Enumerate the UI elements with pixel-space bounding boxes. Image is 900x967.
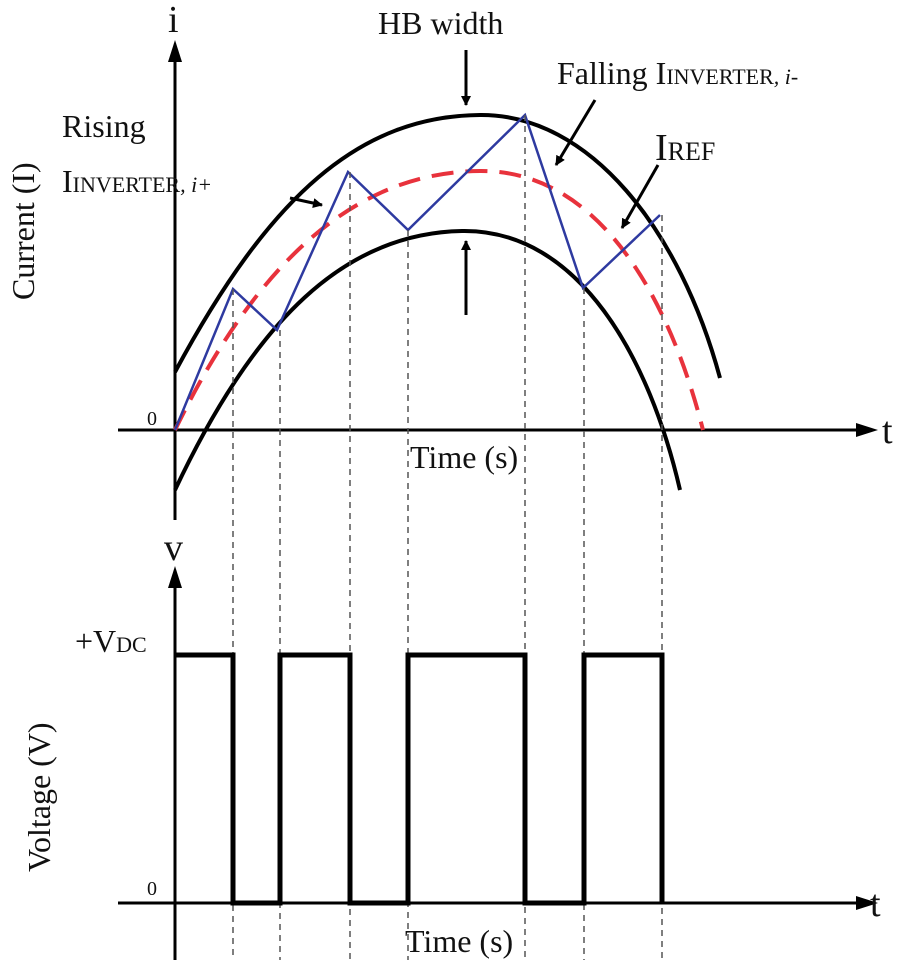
bottom-origin-label: 0 — [147, 878, 157, 900]
bottom-y-axis-symbol: v — [164, 527, 183, 569]
rising-smallcaps: INVERTER — [73, 172, 181, 197]
inverter-current-zigzag — [173, 112, 661, 431]
falling-suffix: , i- — [774, 64, 798, 89]
rising-suffix: , i+ — [180, 172, 212, 197]
hb-width-label: HB width — [378, 5, 503, 41]
top-x-axis-arrowhead — [856, 423, 878, 437]
bottom-x-axis-symbol: t — [870, 883, 881, 925]
iref-label: IREF — [655, 127, 715, 169]
iref-prefix: I — [655, 127, 668, 169]
falling-smallcaps: INVERTER — [666, 64, 774, 89]
rising-label-line1: Rising — [62, 108, 146, 144]
vdc-prefix: +V — [75, 623, 116, 659]
falling-arrow — [554, 99, 597, 166]
top-y-axis-label: Current (I) — [5, 162, 41, 300]
top-y-axis-symbol: i — [168, 0, 179, 41]
falling-prefix: Falling I — [557, 55, 666, 91]
rising-inverter-label: IINVERTER, i+ — [62, 163, 212, 199]
iref-smallcaps: REF — [668, 137, 716, 166]
falling-inverter-label: Falling IINVERTER, i- — [557, 55, 798, 91]
upper-band-curve — [173, 112, 722, 379]
vdc-label: +VDC — [75, 623, 147, 659]
top-y-axis-arrowhead — [168, 40, 182, 62]
top-origin-label: 0 — [147, 408, 157, 430]
bottom-x-axis-label: Time (s) — [405, 923, 513, 959]
switching-guides — [232, 115, 663, 960]
reference-current-curve — [173, 168, 705, 431]
bottom-y-axis-arrowhead — [168, 566, 182, 588]
top-x-axis-symbol: t — [882, 410, 893, 452]
lower-band-curve — [173, 228, 682, 491]
iref-arrow — [620, 164, 660, 229]
rising-arrow — [289, 196, 323, 208]
bottom-x-axis-arrowhead — [856, 896, 878, 910]
vdc-subscript: DC — [116, 632, 147, 657]
top-x-axis-label: Time (s) — [410, 439, 518, 475]
rising-prefix: I — [62, 163, 73, 199]
voltage-square-wave — [175, 652, 665, 906]
bottom-y-axis-label: Voltage (V) — [21, 722, 57, 872]
